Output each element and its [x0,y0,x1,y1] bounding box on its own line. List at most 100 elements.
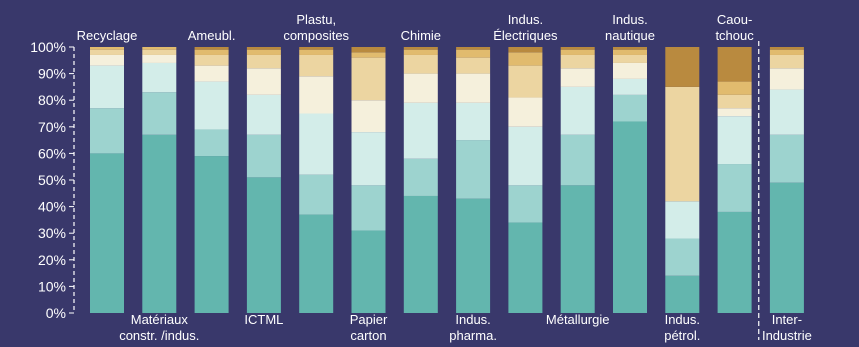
category-labels: Recyclage Matériaux constr. /indus. Ameubl.… [77,12,812,343]
bar-segment [142,92,177,135]
bar-segment [90,47,124,50]
bar-segment [717,108,752,117]
category-label: Recyclage [77,28,138,43]
bar-segment [613,47,647,50]
category-label: Chimie [401,28,441,43]
bar-segment [351,100,386,133]
bar-segment [717,164,752,212]
bar-segment [403,54,438,74]
y-tick-label: 50% [38,172,66,188]
bar-segment [560,49,595,55]
bar-segment [508,97,543,127]
bar-segment [90,54,124,66]
bar-segment [560,185,595,313]
bar-segment [508,52,543,66]
bar-segment [90,108,124,154]
category-label: Indus. Électriques [493,12,558,43]
bar-segment [456,140,491,199]
bar-segment [194,54,229,66]
bar-segment [142,54,177,63]
bar-segment [508,185,543,223]
bar-segment [246,47,281,50]
bar-segment [560,47,595,50]
category-label: Inter-Industrie [762,312,812,343]
bar-segment [717,94,752,109]
bar-segment [246,68,281,95]
bar-segment [665,86,700,202]
bar-segment [508,65,543,98]
category-label: ICTML [244,312,283,327]
bar-segment [403,47,438,50]
y-tick-label: 40% [38,199,66,215]
bar-segment [456,49,491,58]
y-tick-label: 80% [38,92,66,108]
bar-segment [299,113,334,175]
bar-segment [246,177,281,313]
bar-segment [508,222,543,313]
bar-segment [351,185,386,231]
category-label: Plastu, composites [283,12,349,43]
bar-segment [717,211,752,313]
bar-segment [560,68,595,87]
bar-segment [299,47,334,50]
bar-segment [613,54,647,63]
bar-segment [403,158,438,196]
bar-segment [560,54,595,69]
y-tick-label: 30% [38,225,66,241]
category-label: Matériaux constr. /indus. [119,312,199,343]
bar-segment [351,230,386,313]
bar-segment [613,121,647,313]
bar-segment [246,49,281,55]
bar-segment [194,65,229,82]
bar-segment [456,73,491,103]
bar-segment [613,94,647,122]
bar-segment [194,81,229,130]
bar-segment [351,47,386,53]
bar-segment [142,134,177,313]
y-tick-label: 90% [38,66,66,82]
bar-segment [246,94,281,135]
bar-segment [456,47,491,50]
category-label: Indus. pharma. [449,312,497,343]
bar-segment [246,54,281,69]
bar-segment [90,65,124,109]
bar-segment [560,134,595,186]
bar-segment [613,62,647,79]
category-label: Métallurgie [546,312,610,327]
bar-segment [769,68,804,90]
bar-segment [508,126,543,186]
category-label: Indus. pétrol. [664,312,700,343]
bar-segment [769,49,804,55]
bar-segment [299,54,334,77]
bar-segment [403,49,438,55]
bar-segment [299,49,334,55]
bar-segment [90,49,124,55]
y-axis: 0% 10% 20% 30% 40% 50% 60% 70% 80% 90% 100% [30,39,760,340]
bar-segment [769,134,804,183]
bar-segment [456,57,491,74]
bar-segment [717,81,752,95]
bar-segment [142,47,177,50]
bar-segment [142,49,177,55]
bar-segment [665,201,700,239]
y-tick-label: 20% [38,252,66,268]
bar-segment [299,76,334,114]
y-tick-label: 60% [38,145,66,161]
bar-segment [194,47,229,50]
bar-segment [456,198,491,313]
bar-segment [665,275,700,313]
bar-segment [351,57,386,101]
category-label: Ameubl. [188,28,236,43]
bar-segment [665,238,700,276]
bar-segment [351,132,386,186]
category-label: Papier carton [350,312,388,343]
bar-segment [769,47,804,50]
bar-segment [90,153,124,313]
bar-segment [403,73,438,103]
bar-segment [194,156,229,313]
bar-segment [351,52,386,58]
bar-segment [665,47,700,87]
bar-segment [299,174,334,215]
bar-segment [717,47,752,82]
